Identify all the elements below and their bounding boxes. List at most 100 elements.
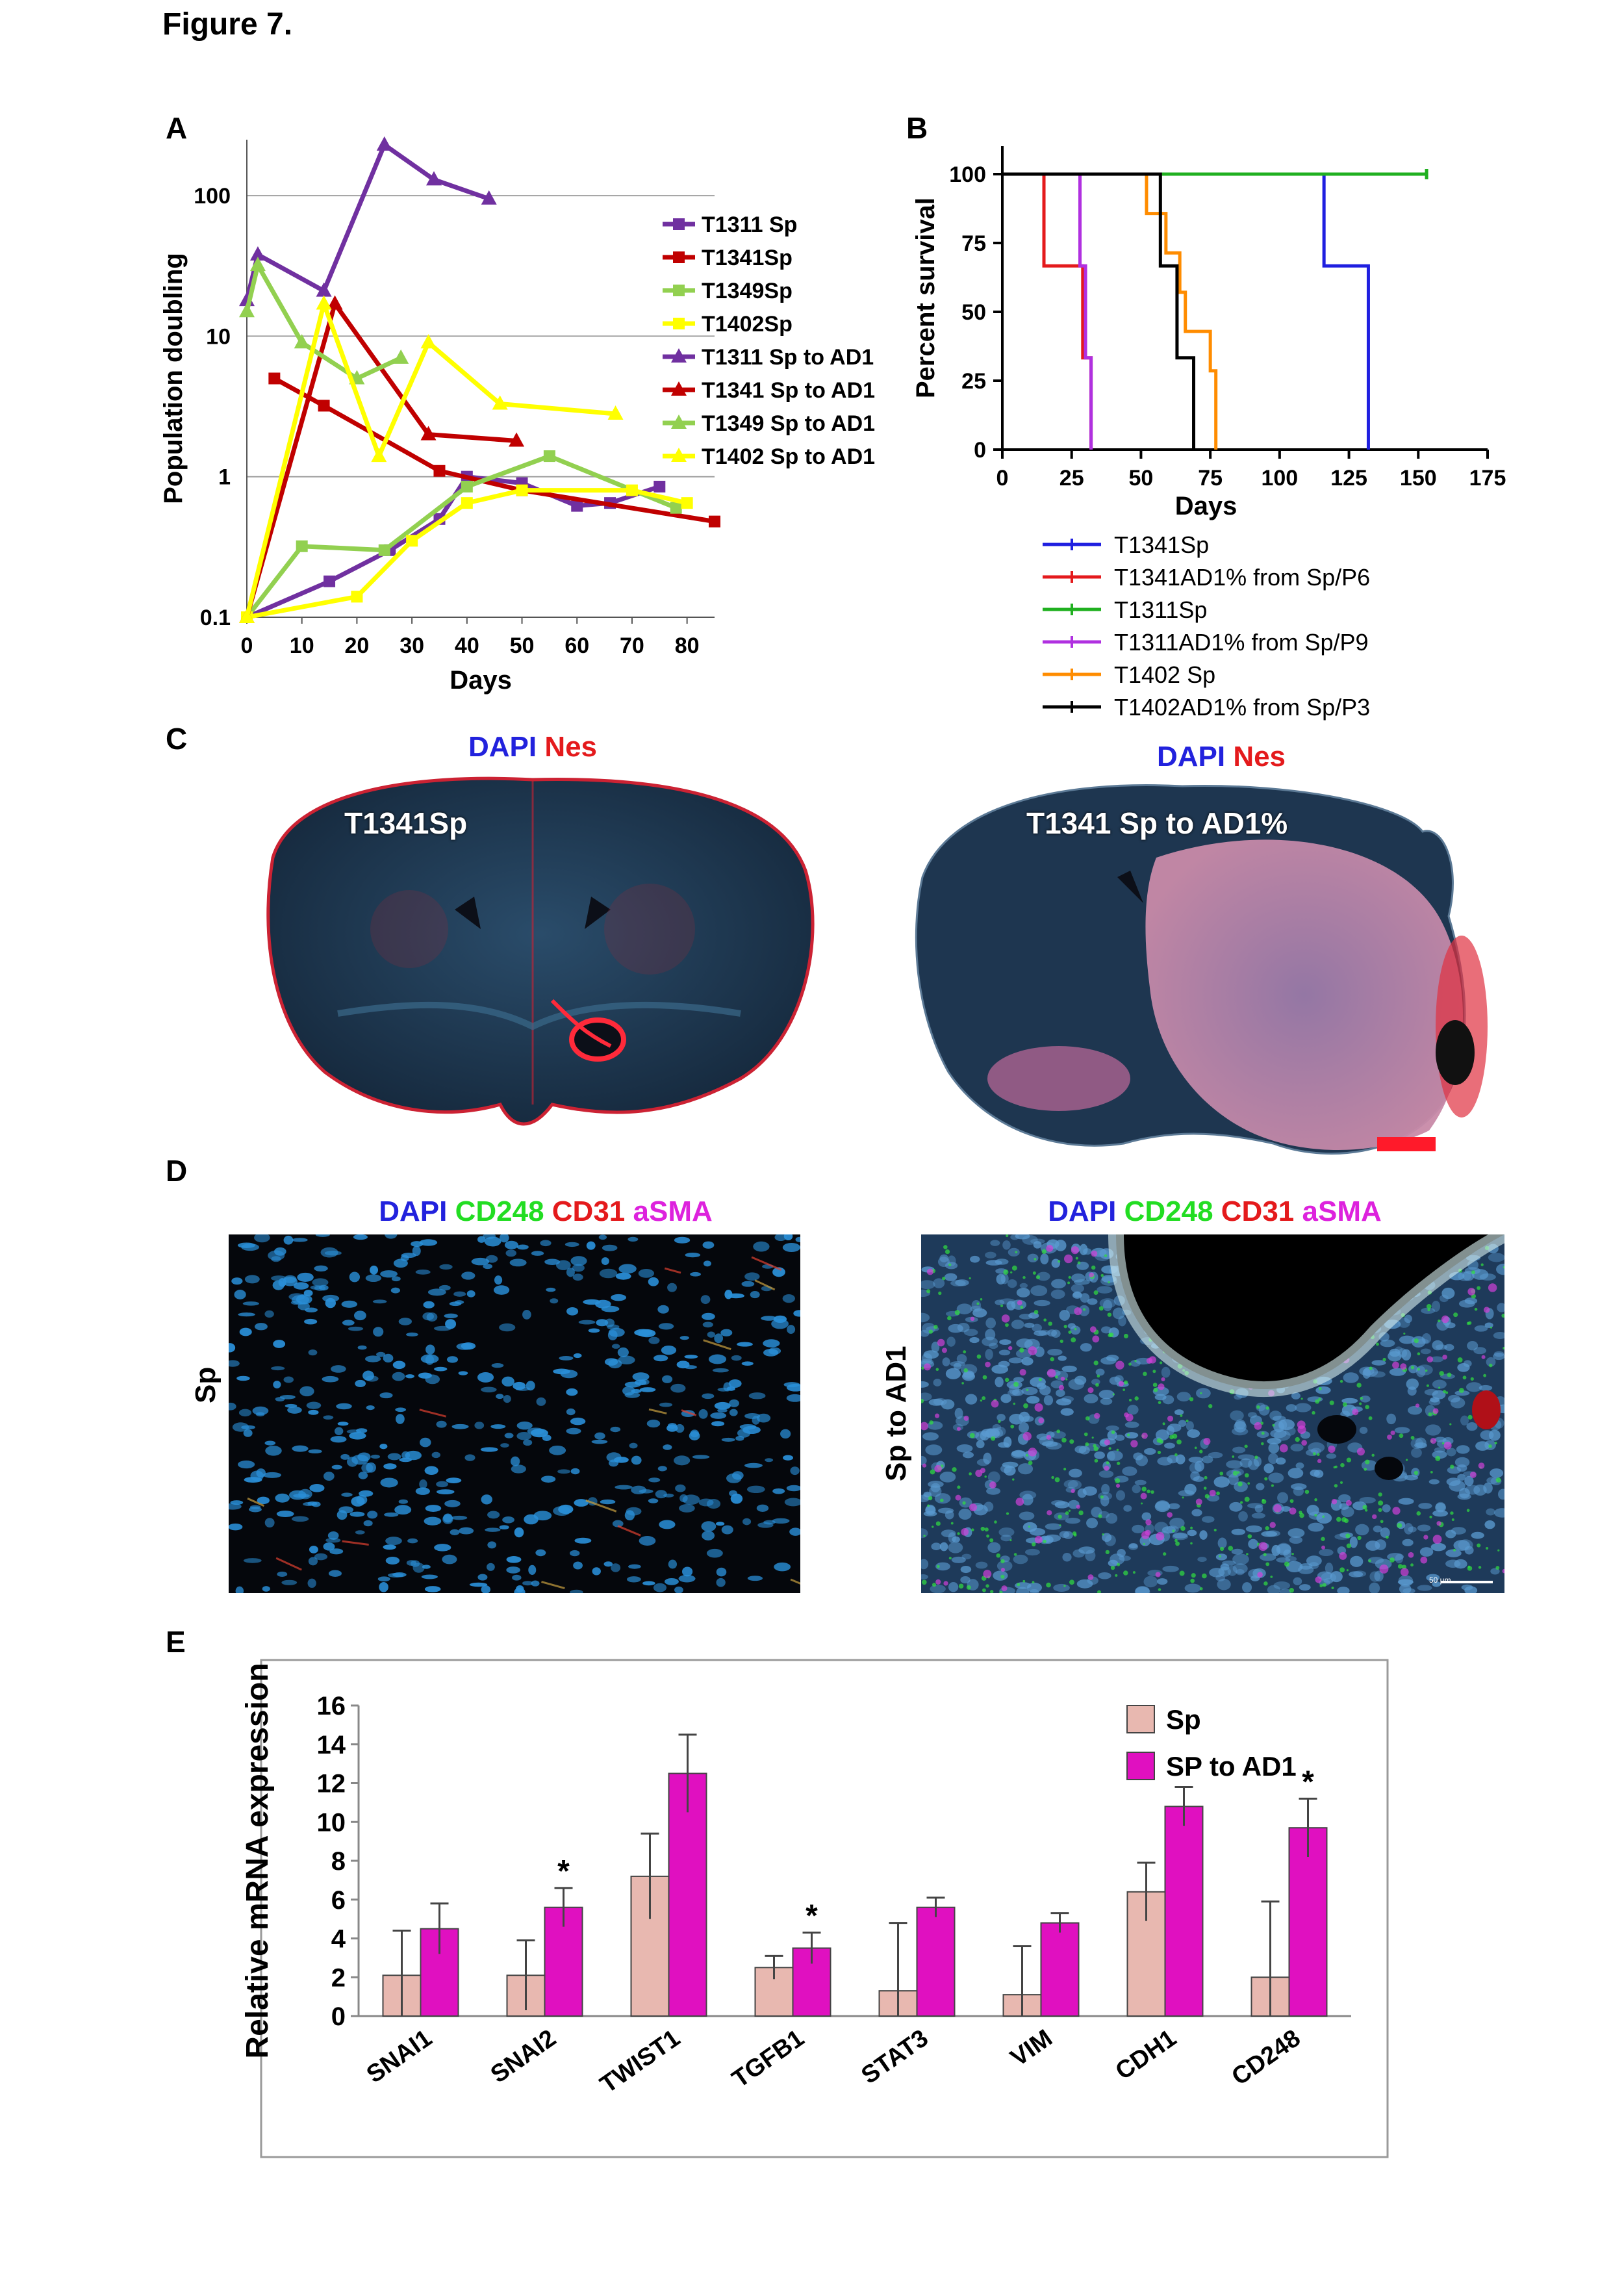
nucleus [1380,1339,1395,1348]
nucleus [1112,1307,1125,1320]
nucleus [322,1294,340,1302]
nucleus [1293,1486,1304,1496]
cd248-signal [1403,1333,1406,1335]
cd248-signal [1466,1322,1470,1325]
nucleus [434,1544,451,1552]
vessel-signal [754,1279,776,1291]
nucleus [1237,1454,1255,1461]
stain-dapi: DAPI [379,1195,448,1227]
cd248-signal [1488,1444,1492,1448]
cd248-signal [1026,1388,1029,1392]
nucleus [970,1255,980,1263]
nucleus [1013,1377,1024,1383]
cd248-signal [948,1263,952,1266]
nucleus [939,1472,956,1483]
cd248-signal [1228,1546,1234,1551]
asma-signal [935,1579,941,1585]
nucleus [383,1463,397,1470]
x-tick-label: 100 [1261,466,1298,491]
nucleus [238,1460,255,1469]
nucleus [483,1264,492,1270]
nucleus [679,1336,689,1340]
nucleus [1268,1472,1284,1483]
nucleus [1404,1475,1419,1481]
cd248-signal [1300,1398,1303,1400]
nucleus [434,1325,452,1331]
nucleus [1350,1555,1364,1567]
cd248-signal [1141,1487,1147,1492]
nucleus [486,1255,498,1263]
nucleus [1141,1512,1152,1521]
nucleus [591,1439,608,1444]
nucleus [1226,1460,1243,1469]
cd248-signal [1172,1529,1175,1533]
asma-signal [1467,1288,1476,1296]
nucleus [1435,1502,1446,1513]
nucleus [283,1376,294,1383]
nucleus [728,1379,742,1388]
cd248-signal [1466,1509,1470,1513]
nucleus [1488,1429,1501,1441]
asma-signal [1000,1568,1006,1572]
cd248-signal [1006,1512,1009,1515]
data-point [426,171,442,186]
nucleus [1187,1429,1200,1438]
asma-signal [1158,1383,1165,1390]
cd248-signal [1457,1357,1463,1362]
cd248-signal [1058,1514,1062,1519]
nucleus [229,1402,236,1411]
nucleus [1290,1444,1304,1451]
nucleus [608,1459,619,1467]
nucleus [1038,1329,1050,1336]
nucleus [1479,1273,1496,1281]
cd248-signal [1405,1459,1408,1461]
nucleus [340,1453,350,1460]
nucleus [921,1392,932,1401]
bar-sp-to-ad1 [916,1906,956,2017]
cd248-signal [1124,1380,1128,1385]
asma-signal [1315,1576,1322,1583]
cd248-signal [1162,1422,1165,1425]
vessel-signal [419,1409,447,1418]
nucleus [540,1476,556,1483]
nucleus [626,1576,641,1583]
significance-marker: * [806,1899,818,1934]
asma-signal [1060,1376,1065,1381]
stain-nes: Nes [544,731,598,763]
nucleus [559,1356,574,1361]
nucleus [1268,1442,1280,1454]
nucleus [1458,1539,1473,1551]
asma-signal [926,1268,933,1275]
series-t1349sp: T1349Sp [241,279,793,623]
nucleus [948,1323,963,1333]
nucleus [661,1346,677,1355]
nucleus [937,1507,954,1514]
legend-label: T1341Sp [1114,531,1209,558]
nucleus [420,1437,431,1448]
cd248-signal [1474,1307,1478,1311]
nucleus [570,1256,587,1266]
nucleus [372,1299,387,1304]
nucleus [236,1375,250,1381]
data-point [249,257,266,272]
x-tick-label: 80 [675,633,700,658]
nucleus [670,1383,686,1393]
nucleus [1050,1289,1065,1299]
nucleus [1098,1390,1115,1399]
asma-signal [1352,1409,1359,1416]
nucleus [1456,1445,1470,1454]
nucleus [1270,1429,1287,1438]
nucleus [383,1544,396,1550]
cd248-signal [1244,1496,1250,1502]
nucleus [1283,1549,1292,1558]
nucleus [631,1485,647,1494]
nucleus [387,1573,404,1578]
nucleus [511,1464,526,1474]
nucleus [241,1425,256,1430]
nucleus [1008,1247,1020,1257]
nucleus [1059,1310,1071,1321]
nucleus [921,1312,930,1323]
nucleus [1161,1526,1176,1534]
cd248-signal [1295,1437,1300,1442]
cd248-signal [1428,1412,1432,1416]
